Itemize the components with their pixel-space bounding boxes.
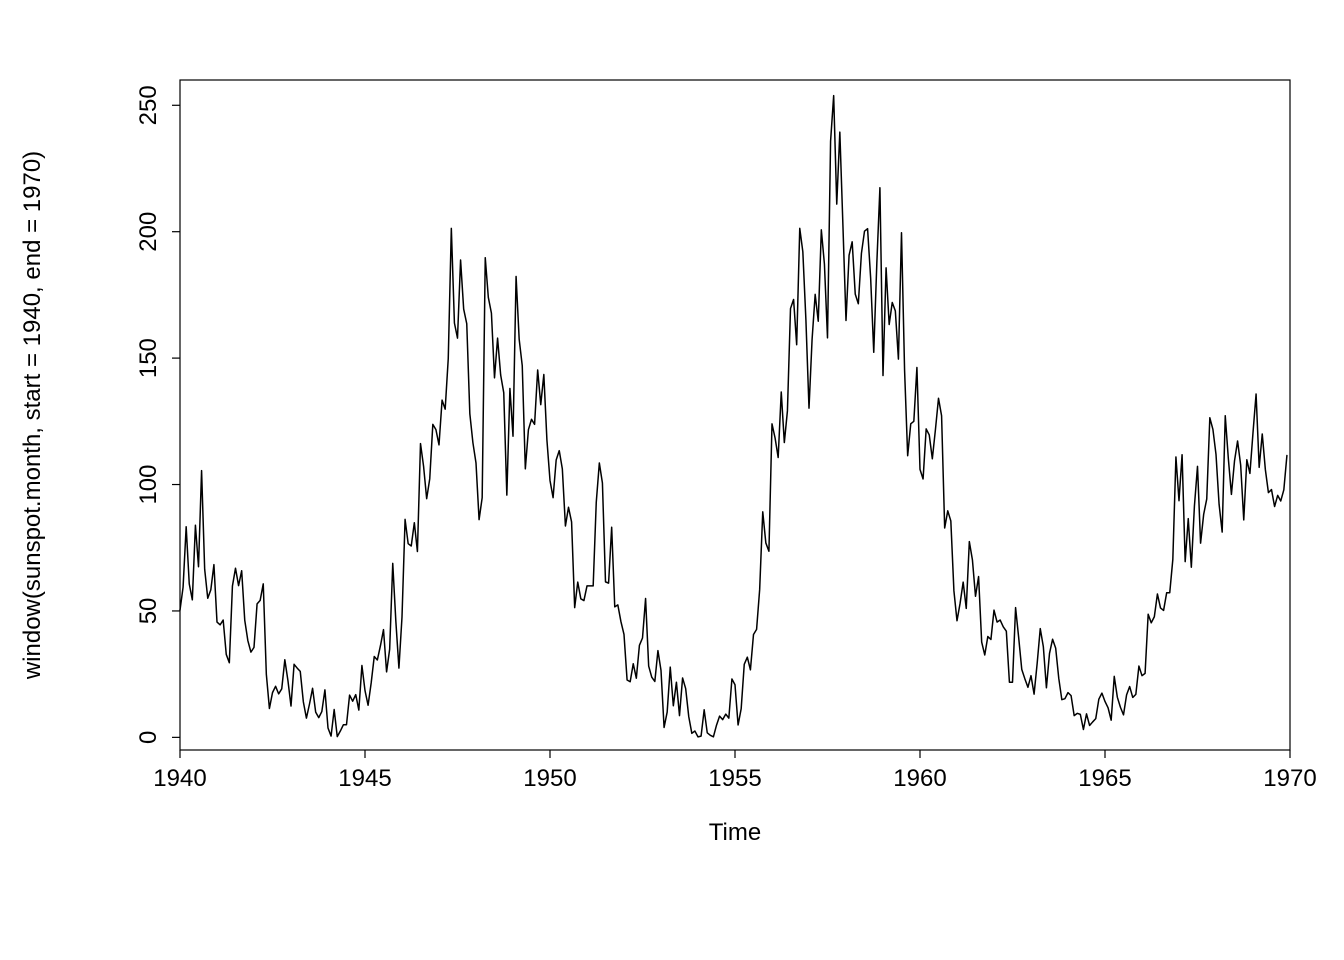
line-chart: 1940 1945 1950 1955 1960 1965 1970 0 50 100 150 200…	[0, 0, 1344, 960]
y-tick-label: 150	[135, 338, 162, 378]
x-tick-label: 1940	[153, 765, 206, 792]
x-axis-title: Time	[709, 819, 761, 846]
x-tick-label: 1950	[523, 765, 576, 792]
x-tick-label: 1960	[893, 765, 946, 792]
x-tick-label: 1970	[1263, 765, 1316, 792]
y-tick-label: 200	[135, 212, 162, 252]
x-tick-label: 1955	[708, 765, 761, 792]
chart-container: 1940 1945 1950 1955 1960 1965 1970 0 50 100 150 200…	[0, 0, 1344, 960]
x-tick-label: 1945	[338, 765, 391, 792]
y-axis-title: window(sunspot.month, start = 1940, end …	[19, 151, 46, 680]
plot-box	[180, 80, 1290, 750]
series-line	[180, 96, 1287, 737]
y-tick-label: 100	[135, 465, 162, 505]
y-tick-label: 0	[135, 731, 162, 744]
x-tick-label: 1965	[1078, 765, 1131, 792]
y-tick-label: 50	[135, 598, 162, 625]
y-tick-label: 250	[135, 85, 162, 125]
